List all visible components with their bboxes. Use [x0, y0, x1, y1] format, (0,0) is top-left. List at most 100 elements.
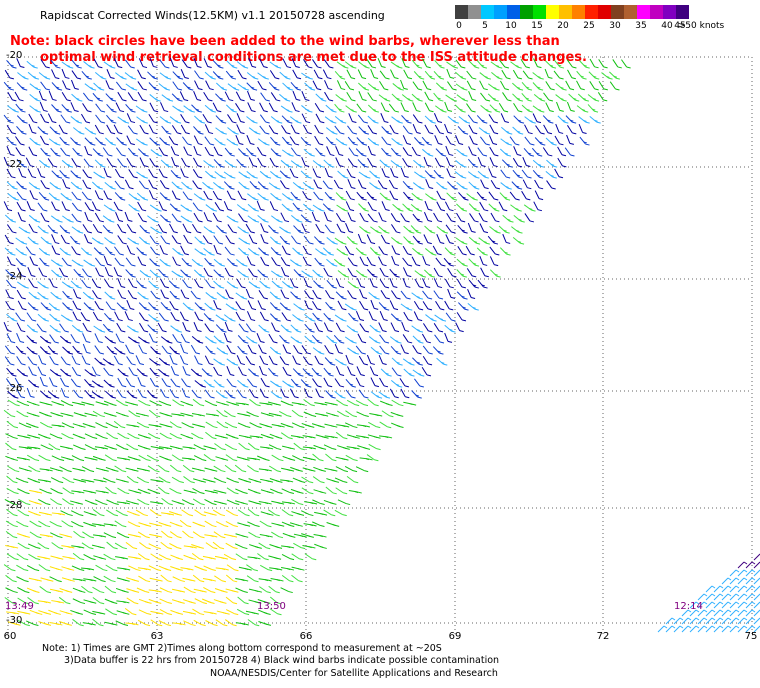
wind-barb — [40, 444, 54, 451]
wind-barb — [194, 311, 204, 322]
wind-barb — [47, 113, 57, 124]
wind-barb — [578, 116, 590, 124]
wind-barb — [247, 556, 261, 560]
wind-barb — [136, 368, 148, 377]
wind-barb — [402, 135, 412, 146]
wind-barb — [127, 521, 141, 528]
legend-color-swatch — [663, 5, 676, 19]
wind-barb — [157, 322, 167, 333]
wind-barb — [224, 464, 237, 473]
wind-barb — [259, 58, 268, 69]
wind-barb — [520, 59, 530, 69]
wind-barb — [248, 157, 258, 168]
wind-barb — [447, 181, 458, 190]
wind-barb — [137, 567, 151, 571]
wind-barb — [235, 301, 245, 311]
lat-label: -24 — [6, 271, 23, 282]
wind-barb — [245, 223, 255, 234]
wind-barb — [358, 203, 369, 212]
wind-barb — [60, 368, 72, 377]
wind-barb — [194, 380, 206, 388]
wind-barb — [182, 577, 196, 582]
wind-barb — [84, 202, 94, 212]
wind-barb — [216, 225, 227, 234]
wind-barb — [104, 444, 118, 450]
wind-barb — [337, 170, 349, 179]
wind-barb — [468, 91, 477, 101]
wind-barb — [367, 398, 379, 407]
wind-barb — [40, 212, 50, 223]
wind-barb — [324, 401, 338, 406]
wind-barb — [390, 213, 401, 223]
wind-barb — [169, 57, 178, 68]
wind-barb — [356, 103, 367, 113]
wind-barb — [300, 379, 312, 388]
wind-barb — [587, 104, 599, 113]
wind-barb — [681, 609, 692, 617]
wind-barb — [171, 599, 185, 604]
wind-barb — [205, 345, 216, 355]
wind-barb — [80, 113, 91, 124]
wind-barb — [247, 457, 261, 461]
wind-barb — [159, 598, 172, 605]
wind-barb — [115, 81, 127, 91]
wind-barb — [169, 203, 181, 212]
wind-barb — [125, 377, 136, 388]
wind-barb — [61, 520, 74, 528]
wind-barb — [116, 444, 129, 451]
wind-barb — [83, 599, 97, 604]
wind-barb — [270, 391, 283, 399]
wind-barb — [411, 256, 421, 267]
wind-barb — [424, 70, 436, 80]
wind-barb — [347, 267, 357, 278]
wind-barb — [124, 72, 137, 80]
wind-barb — [401, 94, 414, 102]
wind-barb — [72, 147, 83, 157]
wind-barb — [59, 225, 71, 234]
wind-barb — [301, 270, 313, 278]
wind-barb — [237, 522, 251, 527]
wind-barb — [16, 457, 30, 461]
wind-barb — [247, 193, 259, 201]
wind-barb — [400, 213, 410, 223]
wind-barb — [356, 137, 368, 146]
wind-barb — [171, 190, 181, 201]
wind-barb — [149, 522, 163, 527]
wind-barb — [422, 80, 432, 91]
wind-barb — [325, 301, 336, 311]
wind-barb — [290, 259, 302, 267]
wind-barb — [270, 577, 284, 582]
wind-barb — [271, 522, 285, 527]
wind-barb — [335, 138, 348, 146]
wind-barb — [259, 311, 269, 322]
wind-barb — [16, 58, 25, 69]
wind-barb — [281, 509, 294, 517]
wind-barb — [721, 609, 732, 617]
wind-barb — [6, 279, 17, 289]
wind-barb — [40, 302, 52, 311]
wind-barb — [117, 457, 131, 461]
wind-barb — [291, 402, 305, 406]
wind-barb — [38, 610, 52, 615]
wind-barb — [181, 509, 194, 517]
wind-barb — [61, 159, 74, 168]
wind-barb — [157, 464, 170, 473]
wind-barb — [203, 313, 215, 322]
wind-barb — [281, 488, 295, 495]
wind-barb — [411, 59, 423, 69]
wind-barb — [194, 80, 203, 91]
wind-barb — [347, 281, 360, 289]
wind-barb — [456, 203, 468, 212]
wind-barb — [302, 544, 316, 549]
wind-barb — [83, 511, 97, 516]
wind-barb — [205, 279, 215, 289]
wind-barb — [476, 247, 488, 256]
wind-barb — [337, 445, 350, 450]
wind-barb — [202, 478, 216, 483]
wind-barb — [102, 215, 115, 223]
wind-barb — [181, 136, 192, 146]
wind-barb — [136, 247, 147, 256]
wind-barb — [512, 69, 523, 80]
wind-barb — [524, 213, 535, 223]
wind-barb — [160, 278, 169, 289]
